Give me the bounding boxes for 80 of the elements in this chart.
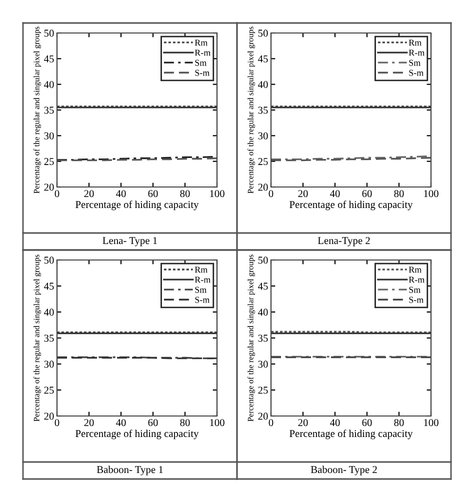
legend-label: R-m: [408, 50, 425, 56]
legend-label: S-m: [195, 70, 210, 76]
y-tick-label: 45: [258, 282, 268, 290]
x-tick-label: 20: [84, 190, 94, 198]
legend-label: R-m: [194, 276, 211, 283]
y-tick-label: 30: [258, 360, 268, 368]
x-tick-label: 100: [210, 419, 224, 426]
legend-label: S-m: [195, 296, 210, 303]
y-tick-label: 20: [44, 184, 54, 191]
x-tick-label: 40: [330, 419, 340, 426]
x-tick-label: 100: [210, 190, 224, 198]
y-axis-title: Percentage of the regular and singular pixel groups: [33, 254, 42, 422]
y-tick-label: 35: [44, 106, 54, 114]
y-tick-label: 20: [258, 184, 268, 191]
x-tick-label: 60: [362, 419, 372, 426]
x-tick-label: 80: [180, 190, 190, 198]
legend-label: Rm: [408, 266, 422, 273]
x-tick-label: 60: [362, 190, 372, 198]
y-tick-label: 35: [258, 334, 268, 342]
y-tick-label: 40: [258, 81, 268, 88]
y-tick-label: 50: [44, 30, 54, 37]
y-tick-label: 30: [44, 360, 54, 368]
legend-label: Rm: [194, 40, 208, 46]
y-tick-label: 40: [44, 81, 54, 88]
x-tick-label: 0: [268, 190, 274, 198]
y-tick-label: 45: [258, 55, 268, 62]
legend-label: Rm: [194, 266, 208, 273]
x-tick-label: 20: [84, 419, 94, 426]
x-tick-label: 40: [330, 190, 340, 198]
x-tick-label: 80: [180, 419, 190, 426]
x-tick-label: 0: [54, 190, 60, 198]
x-tick-label: 0: [54, 419, 60, 426]
x-tick-label: 0: [268, 419, 274, 426]
y-tick-label: 25: [258, 386, 268, 394]
x-tick-label: 80: [394, 419, 404, 426]
y-tick-label: 30: [44, 132, 54, 140]
y-axis-title: Percentage of the regular and singular pixel groups: [247, 254, 256, 422]
y-tick-label: 30: [258, 132, 268, 140]
x-tick-label: 20: [298, 190, 308, 198]
y-tick-label: 25: [258, 158, 268, 166]
y-tick-label: 50: [258, 256, 268, 264]
y-tick-label: 20: [258, 412, 268, 420]
x-axis-title: Percentage of hiding capacity: [290, 430, 413, 440]
y-tick-label: 25: [44, 386, 54, 394]
x-tick-label: 40: [116, 419, 126, 426]
y-axis-title: Percentage of the regular and singular pixel groups: [247, 26, 256, 194]
y-tick-label: 20: [44, 412, 54, 420]
legend-label: R-m: [408, 276, 425, 283]
text: Lena-Type 2: [318, 237, 370, 246]
y-tick-label: 40: [44, 308, 54, 316]
text: Lena- Type 1: [102, 237, 157, 246]
x-tick-label: 40: [116, 190, 126, 198]
legend-label: Rm: [408, 40, 422, 46]
x-tick-label: 20: [298, 419, 308, 426]
x-tick-label: 100: [424, 190, 438, 198]
x-tick-label: 60: [148, 419, 158, 426]
legend-label: Sm: [195, 60, 207, 66]
x-tick-label: 60: [148, 190, 158, 198]
y-tick-label: 45: [44, 55, 54, 62]
y-tick-label: 45: [44, 282, 54, 290]
y-axis-title: Percentage of the regular and singular pixel groups: [33, 26, 42, 194]
y-tick-label: 50: [258, 30, 268, 37]
y-tick-label: 35: [258, 106, 268, 114]
legend-label: Sm: [195, 286, 207, 293]
x-tick-label: 80: [394, 190, 404, 198]
legend-label: Sm: [409, 286, 421, 293]
y-tick-label: 40: [258, 308, 268, 316]
x-axis-title: Percentage of hiding capacity: [76, 200, 199, 210]
text: Baboon- Type 2: [310, 466, 377, 476]
legend-label: Sm: [409, 60, 421, 66]
legend-label: S-m: [409, 296, 424, 303]
text: Baboon- Type 1: [96, 466, 163, 476]
x-axis-title: Percentage of hiding capacity: [76, 430, 199, 440]
x-axis-title: Percentage of hiding capacity: [290, 200, 413, 210]
x-tick-label: 100: [424, 419, 438, 426]
y-tick-label: 25: [44, 158, 54, 166]
y-tick-label: 35: [44, 334, 54, 342]
legend-label: S-m: [409, 70, 424, 76]
y-tick-label: 50: [44, 256, 54, 264]
legend-label: R-m: [194, 50, 211, 56]
